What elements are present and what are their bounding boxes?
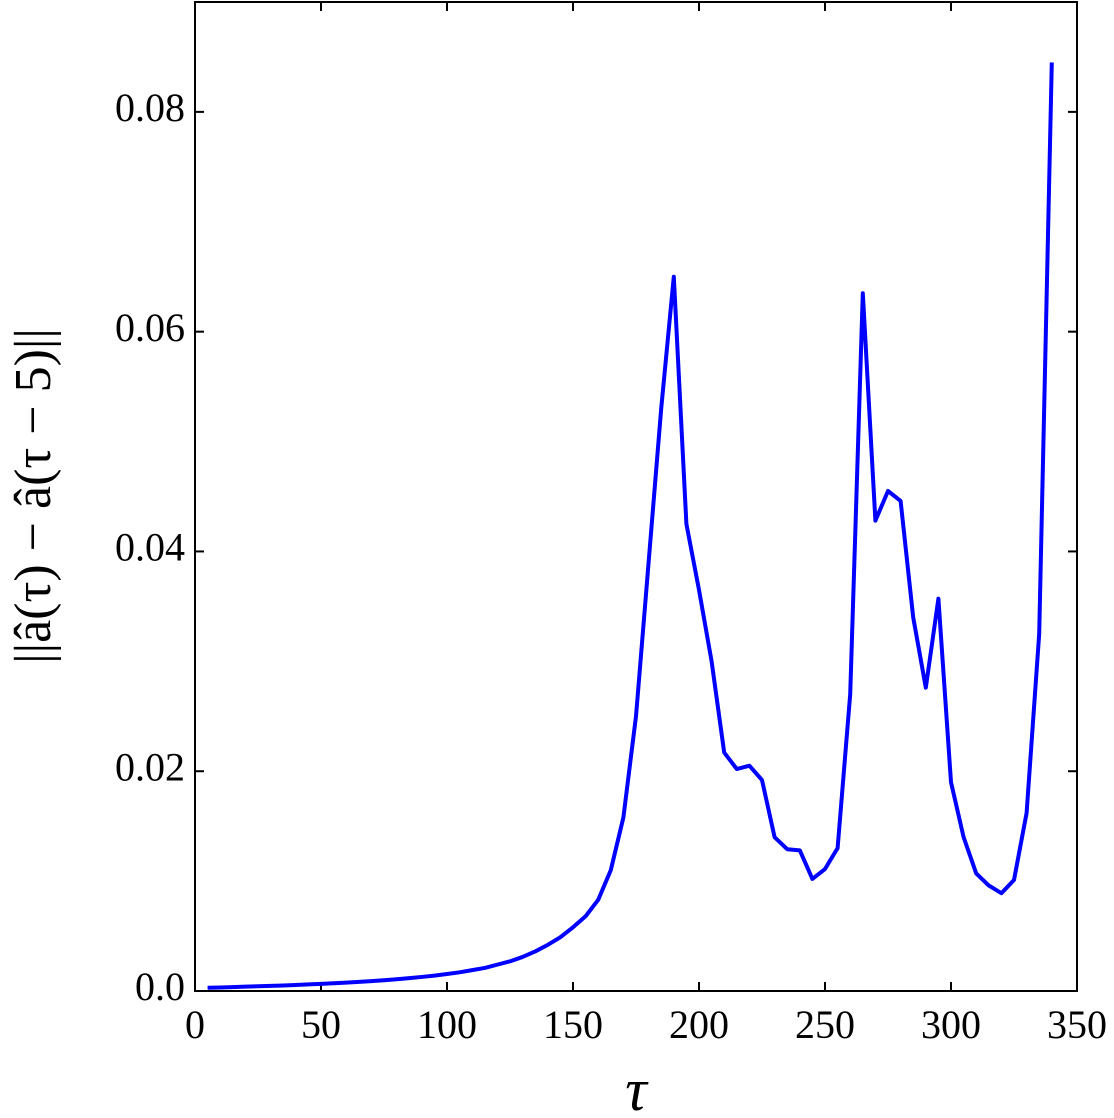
y-tick-label: 0.06 xyxy=(115,305,185,350)
x-tick-label: 150 xyxy=(543,1002,603,1047)
y-tick-label: 0.02 xyxy=(115,744,185,789)
y-tick-label: 0.08 xyxy=(115,85,185,130)
x-tick-label: 350 xyxy=(1047,1002,1107,1047)
data-line xyxy=(207,62,1054,990)
x-axis-label: τ xyxy=(625,1057,649,1118)
y-axis-label: ||â(τ) − â(τ − 5)|| xyxy=(5,328,62,664)
x-tick-label: 300 xyxy=(921,1002,981,1047)
x-tick-label: 100 xyxy=(417,1002,477,1047)
x-tick-label: 250 xyxy=(795,1002,855,1047)
y-tick-label: 0.04 xyxy=(115,525,185,570)
plot-frame xyxy=(194,1,1078,992)
x-tick-label: 50 xyxy=(301,1002,341,1047)
y-tick-label: 0.0 xyxy=(135,964,185,1009)
x-tick-label: 200 xyxy=(669,1002,729,1047)
x-tick-label: 0 xyxy=(185,1002,205,1047)
